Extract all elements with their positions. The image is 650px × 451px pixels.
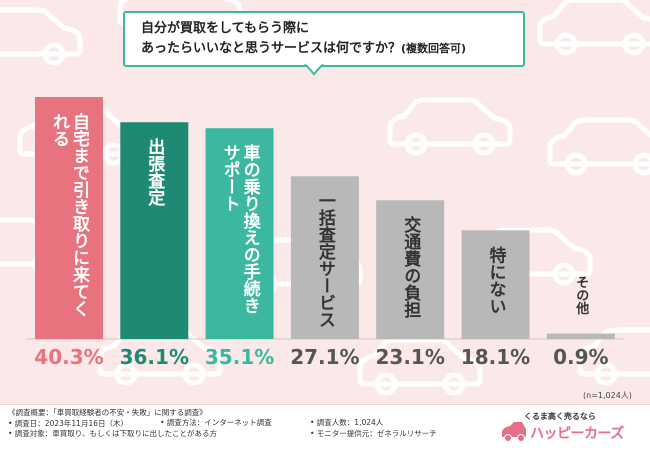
footer: 《調査概要：「車買取経験者の不安・失敗」に関する調査》 • 調査日：2023年1…	[0, 404, 650, 451]
value-label-7: 0.9%	[553, 345, 608, 369]
value-label-2: 36.1%	[120, 345, 189, 369]
sample-size: (n=1,024人)	[583, 391, 632, 400]
category-label-3-cont: サポート	[220, 144, 241, 212]
chart-title-line2-text: あったらいいなと思うサービスは何ですか？	[141, 41, 402, 56]
footer-survey-count: • 調査人数：1,024人	[310, 418, 384, 427]
category-label-2: 出張査定	[144, 137, 166, 207]
footer-right: • 調査人数：1,024人 • モニター提供元：ゼネラルリサーチ	[310, 418, 437, 439]
chart-title-line1: 自分が買取をしてもらう際に	[141, 21, 309, 36]
title-speech-tail	[304, 64, 324, 76]
chart-title-line2: あったらいいなと思うサービスは何ですか？(複数回答可)	[141, 39, 523, 59]
footer-survey-date: • 調査日：2023年11月16日（木）	[8, 418, 128, 428]
footer-survey-title: 《調査概要：「車買取経験者の不安・失敗」に関する調査》	[8, 408, 207, 417]
footer-survey-provider: • モニター提供元：ゼネラルリサーチ	[310, 428, 437, 438]
logo-tagline: くるま高く売るなら	[524, 412, 596, 421]
value-label-1: 40.3%	[34, 345, 103, 369]
category-label-1-cont: れる	[49, 113, 70, 147]
logo-name: ハッピーカーズ	[530, 426, 624, 442]
logo-car-icon	[502, 422, 526, 442]
chart-title-note: (複数回答可)	[401, 42, 467, 55]
chart-title-box: 自分が買取をしてもらう際に あったらいいなと思うサービスは何ですか？(複数回答可…	[123, 11, 525, 67]
value-label-4: 27.1%	[290, 345, 359, 369]
category-label-7: その他	[573, 276, 590, 316]
bar-6	[461, 230, 530, 339]
value-label-6: 18.1%	[461, 345, 530, 369]
category-label-3: 車の乗り換えの手続き	[240, 143, 262, 314]
bar-7	[546, 333, 615, 339]
category-label-6: 特にない	[486, 245, 507, 314]
bar-1	[35, 97, 103, 339]
bar-5	[376, 200, 445, 339]
footer-survey-method: • 調査方法：インターネット調査	[160, 418, 272, 427]
footer-left: 《調査概要：「車買取経験者の不安・失敗」に関する調査》 • 調査日：2023年1…	[8, 408, 217, 440]
footer-survey-target: • 調査対象：車買取り、もしくは下取りに出したことがある方	[8, 429, 218, 438]
bar-3	[205, 128, 274, 339]
value-label-5: 23.1%	[376, 345, 445, 369]
category-label-1: 自宅まで引き取りに来てく	[69, 112, 91, 317]
category-label-4: 一括査定サービス	[315, 192, 337, 328]
bar-2	[120, 122, 189, 339]
category-label-5: 交通費の負担	[400, 215, 421, 319]
bar-4	[290, 176, 359, 339]
value-label-3: 35.1%	[205, 345, 274, 369]
footer-mid: • 調査方法：インターネット調査	[160, 418, 272, 429]
